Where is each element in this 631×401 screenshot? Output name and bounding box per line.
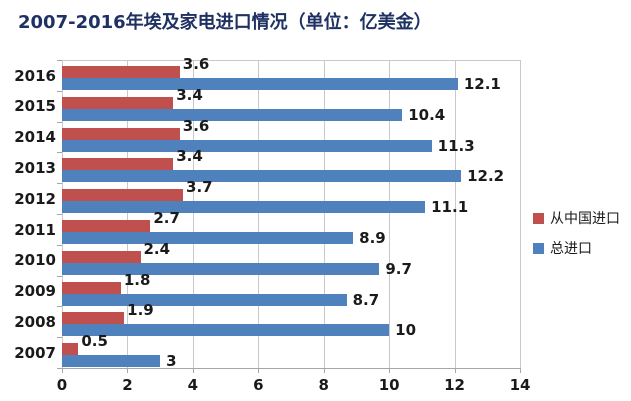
x-axis-tick bbox=[454, 368, 456, 373]
data-label-total: 11.1 bbox=[431, 198, 469, 217]
bar-total-import bbox=[62, 170, 462, 183]
data-label-total: 8.9 bbox=[359, 229, 386, 247]
y-axis-tick bbox=[57, 152, 62, 154]
bar-from-china bbox=[62, 312, 125, 325]
data-label-total: 8.7 bbox=[352, 290, 380, 309]
data-label-total: 10 bbox=[395, 321, 417, 340]
gridline-vertical bbox=[258, 60, 260, 368]
x-axis-tick bbox=[192, 368, 194, 373]
x-axis-label: 14 bbox=[509, 376, 531, 394]
data-label-total: 9.7 bbox=[385, 259, 412, 278]
data-label-china: 2.4 bbox=[143, 239, 171, 258]
legend-swatch-china-icon bbox=[533, 212, 544, 224]
x-axis-tick bbox=[62, 368, 63, 373]
y-axis-label: 2011 bbox=[14, 220, 56, 239]
data-label-total: 12.1 bbox=[463, 75, 501, 93]
y-axis-tick bbox=[57, 275, 62, 277]
x-axis-label: 2 bbox=[122, 376, 133, 394]
data-label-china: 3.4 bbox=[176, 85, 203, 104]
x-axis-label: 0 bbox=[56, 376, 68, 394]
plot-top-border bbox=[62, 60, 520, 61]
y-axis-label: 2007 bbox=[14, 343, 56, 362]
y-axis-tick bbox=[57, 337, 62, 339]
x-axis-label: 6 bbox=[253, 376, 264, 394]
data-label-china: 1.9 bbox=[127, 301, 154, 320]
chart-title: 2007-2016年埃及家电进口情况（单位：亿美金） bbox=[18, 12, 432, 33]
bar-from-china bbox=[62, 250, 141, 263]
legend: 从中国进口 总进口 bbox=[533, 208, 620, 268]
y-axis-tick bbox=[57, 183, 62, 185]
bar-total-import bbox=[62, 78, 458, 90]
y-axis-label: 2008 bbox=[14, 312, 56, 331]
gridline-vertical bbox=[127, 60, 129, 368]
bar-from-china bbox=[62, 158, 174, 171]
gridline-vertical bbox=[323, 60, 325, 368]
y-axis-label: 2016 bbox=[14, 66, 56, 85]
gridline-vertical bbox=[389, 60, 391, 368]
y-axis-label: 2015 bbox=[14, 97, 56, 116]
data-label-total: 12.2 bbox=[467, 167, 505, 186]
bar-from-china bbox=[62, 189, 184, 202]
bar-total-import bbox=[62, 139, 432, 152]
bar-from-china bbox=[62, 343, 79, 356]
x-axis-tick bbox=[389, 368, 391, 373]
data-label-total: 10.4 bbox=[408, 105, 446, 124]
x-axis-tick bbox=[520, 368, 521, 373]
data-label-china: 1.8 bbox=[123, 270, 151, 289]
y-axis-tick bbox=[57, 244, 62, 246]
bar-total-import bbox=[62, 355, 161, 368]
data-label-china: 0.5 bbox=[81, 332, 108, 351]
x-axis-label: 8 bbox=[318, 376, 329, 394]
bar-total-import bbox=[62, 201, 426, 214]
bar-total-import bbox=[62, 232, 354, 244]
bar-from-china bbox=[62, 220, 151, 232]
x-axis-line bbox=[57, 368, 520, 369]
x-axis-label: 10 bbox=[378, 376, 400, 394]
x-axis-tick bbox=[323, 368, 325, 373]
legend-item-total: 总进口 bbox=[533, 238, 620, 258]
y-axis-label: 2009 bbox=[14, 282, 56, 301]
data-label-total: 3 bbox=[166, 352, 177, 371]
legend-label-china: 从中国进口 bbox=[550, 211, 620, 227]
gridline-vertical bbox=[192, 60, 194, 368]
y-axis-label: 2010 bbox=[14, 251, 56, 270]
data-label-total: 11.3 bbox=[437, 136, 475, 155]
y-axis-tick bbox=[57, 60, 62, 61]
y-axis-tick bbox=[57, 306, 62, 308]
data-label-china: 3.6 bbox=[182, 55, 210, 73]
gridline-vertical bbox=[520, 60, 521, 368]
y-axis-tick bbox=[57, 214, 62, 215]
y-axis-label: 2012 bbox=[14, 189, 56, 208]
x-axis-label: 12 bbox=[444, 376, 465, 394]
gridline-vertical bbox=[62, 60, 63, 368]
y-axis-tick bbox=[57, 368, 62, 369]
y-axis-label: 2014 bbox=[14, 128, 56, 147]
bar-from-china bbox=[62, 127, 180, 140]
legend-item-china: 从中国进口 bbox=[533, 208, 620, 228]
legend-label-total: 总进口 bbox=[550, 241, 592, 257]
gridline-vertical bbox=[454, 60, 456, 368]
y-axis-tick bbox=[57, 121, 62, 123]
data-label-china: 2.7 bbox=[153, 209, 180, 227]
bar-total-import bbox=[62, 108, 403, 121]
legend-swatch-total-icon bbox=[533, 242, 544, 254]
y-axis-label: 2013 bbox=[14, 158, 56, 177]
bar-total-import bbox=[62, 262, 380, 275]
bar-from-china bbox=[62, 281, 121, 294]
x-axis-tick bbox=[258, 368, 260, 373]
data-label-china: 3.6 bbox=[182, 116, 210, 135]
x-axis-label: 4 bbox=[187, 376, 199, 394]
bar-from-china bbox=[62, 96, 174, 109]
x-axis-tick bbox=[127, 368, 129, 373]
data-label-china: 3.7 bbox=[186, 178, 213, 197]
y-axis-tick bbox=[57, 90, 62, 92]
bar-total-import bbox=[62, 324, 390, 337]
data-label-china: 3.4 bbox=[176, 147, 203, 166]
bar-from-china bbox=[62, 66, 180, 78]
bar-total-import bbox=[62, 293, 347, 306]
